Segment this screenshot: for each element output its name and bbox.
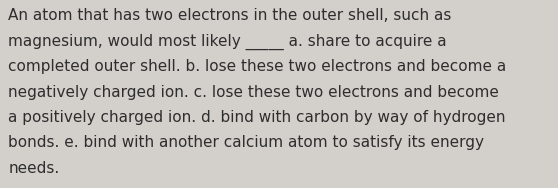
- Text: bonds. e. bind with another calcium atom to satisfy its energy: bonds. e. bind with another calcium atom…: [8, 135, 484, 150]
- Text: a positively charged ion. d. bind with carbon by way of hydrogen: a positively charged ion. d. bind with c…: [8, 110, 506, 125]
- Text: needs.: needs.: [8, 161, 60, 176]
- Text: completed outer shell. b. lose these two electrons and become a: completed outer shell. b. lose these two…: [8, 59, 507, 74]
- Text: An atom that has two electrons in the outer shell, such as: An atom that has two electrons in the ou…: [8, 8, 452, 24]
- Text: negatively charged ion. c. lose these two electrons and become: negatively charged ion. c. lose these tw…: [8, 85, 499, 100]
- Text: magnesium, would most likely _____ a. share to acquire a: magnesium, would most likely _____ a. sh…: [8, 34, 447, 50]
